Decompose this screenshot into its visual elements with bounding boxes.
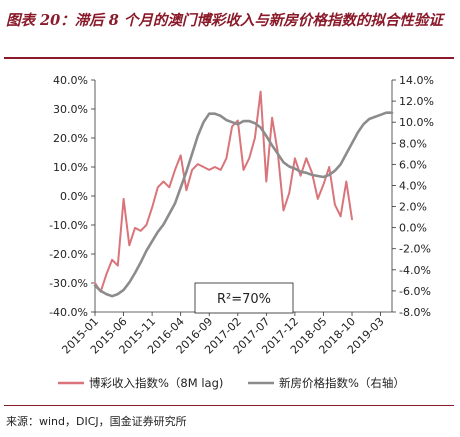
right-tick-label: 2.0%: [399, 201, 427, 214]
left-tick-label: 0.0%: [60, 190, 88, 203]
legend-item-new-home-price-label: 新房价格指数%（右轴）: [279, 376, 405, 390]
right-tick-label: -4.0%: [399, 264, 431, 277]
right-tick-label: 6.0%: [399, 158, 427, 171]
chart-title: 图表 20：滞后 8 个月的澳门博彩收入与新房价格指数的拟合性验证: [6, 12, 443, 29]
left-tick-label: 40.0%: [53, 74, 88, 87]
left-tick-label: 30.0%: [53, 103, 88, 116]
new-home-price-series-line: [93, 111, 394, 298]
legend: 博彩收入指数%（8M lag) 新房价格指数%（右轴）: [58, 376, 405, 390]
right-tick-label: 12.0%: [399, 95, 434, 108]
right-axis: 14.0% 12.0% 10.0% 8.0% 6.0% 4.0% 2.0% 0.0% -2.0%…: [391, 74, 434, 319]
x-axis: 2015-012015-062015-112016-042016-092017-…: [59, 311, 392, 357]
annotation-box: [194, 282, 294, 314]
left-tick-label: -30.0%: [49, 277, 88, 290]
gaming-revenue-series-line: [94, 90, 353, 293]
right-tick-label: 0.0%: [399, 222, 427, 235]
left-axis: 40.0% 30.0% 20.0% 10.0% 0.0% -10.0% -20.0% -30.…: [49, 74, 96, 319]
left-tick-label: -40.0%: [49, 306, 88, 319]
right-tick-label: -6.0%: [399, 285, 431, 298]
right-tick-label: 14.0%: [399, 74, 434, 87]
footer-divider: [4, 405, 454, 406]
left-tick-label: 10.0%: [53, 161, 88, 174]
r-squared-annotation: R²=70%: [194, 282, 294, 314]
left-tick-label: -20.0%: [49, 248, 88, 261]
left-tick-label: 20.0%: [53, 132, 88, 145]
right-tick-label: 8.0%: [399, 137, 427, 150]
annotation-text: R²=70%: [217, 292, 271, 307]
right-tick-label: -2.0%: [399, 243, 431, 256]
source-note: 来源：wind，DICJ，国金证券研究所: [6, 415, 187, 428]
right-tick-label: 10.0%: [399, 116, 434, 129]
legend-item-gaming-revenue-label: 博彩收入指数%（8M lag): [89, 376, 223, 390]
right-tick-label: -8.0%: [399, 306, 431, 319]
right-tick-label: 4.0%: [399, 179, 427, 192]
title-divider: [4, 57, 454, 59]
series-layer: [93, 90, 394, 298]
left-tick-label: -10.0%: [49, 219, 88, 232]
